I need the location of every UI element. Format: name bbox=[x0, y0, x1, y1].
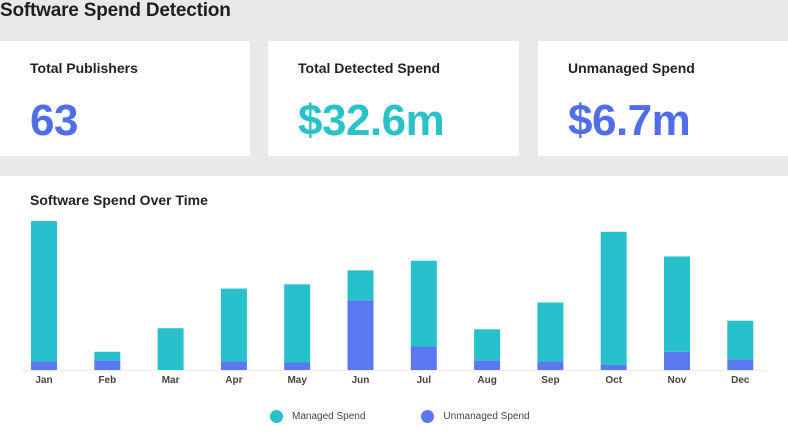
x-tick-label-apr: Apr bbox=[225, 375, 242, 386]
bar-managed-nov[interactable] bbox=[664, 256, 690, 352]
bar-unmanaged-aug[interactable] bbox=[474, 360, 501, 370]
bar-managed-jun[interactable] bbox=[347, 270, 374, 301]
x-tick-label-jul: Jul bbox=[417, 375, 432, 386]
x-tick-label-dec: Dec bbox=[731, 375, 750, 386]
bar-managed-feb[interactable] bbox=[94, 351, 121, 361]
bar-managed-aug[interactable] bbox=[474, 329, 501, 361]
bar-unmanaged-jul[interactable] bbox=[410, 346, 437, 370]
chart-title: Software Spend Over Time bbox=[30, 192, 208, 208]
legend-label-unmanaged: Unmanaged Spend bbox=[443, 411, 530, 422]
bar-managed-oct[interactable] bbox=[600, 231, 627, 365]
stacked-bar-chart: Jan Feb Mar Apr May Jun Jul Aug Sep Oct Nov Dec bbox=[22, 221, 766, 386]
bar-managed-may[interactable] bbox=[284, 284, 311, 363]
legend-item-unmanaged[interactable]: Unmanaged Spend bbox=[421, 410, 530, 423]
legend-label-managed: Managed Spend bbox=[292, 411, 366, 422]
x-tick-label-sep: Sep bbox=[541, 375, 559, 386]
bar-unmanaged-jun[interactable] bbox=[347, 300, 374, 370]
bar-unmanaged-nov[interactable] bbox=[664, 351, 690, 370]
bar-managed-dec[interactable] bbox=[727, 320, 754, 360]
page-title: Software Spend Detection bbox=[0, 0, 231, 21]
kpi-label: Total Publishers bbox=[30, 60, 138, 76]
kpi-card-unmanaged-spend: Unmanaged Spend $6.7m bbox=[538, 41, 788, 156]
bar-unmanaged-jan[interactable] bbox=[31, 361, 57, 370]
chart-legend: Managed Spend Unmanaged Spend bbox=[270, 410, 586, 423]
kpi-value: 63 bbox=[30, 96, 78, 145]
kpi-value: $6.7m bbox=[568, 96, 691, 145]
bar-managed-sep[interactable] bbox=[537, 302, 564, 362]
kpi-label: Unmanaged Spend bbox=[568, 60, 695, 76]
kpi-label: Total Detected Spend bbox=[298, 60, 441, 76]
bar-unmanaged-sep[interactable] bbox=[537, 361, 564, 370]
x-tick-label-mar: Mar bbox=[162, 375, 180, 386]
x-tick-label-may: May bbox=[287, 375, 307, 386]
bar-unmanaged-dec[interactable] bbox=[727, 359, 754, 370]
chart-card: Software Spend Over Time Jan Feb Mar Apr May… bbox=[0, 176, 788, 442]
bar-managed-jan[interactable] bbox=[31, 221, 57, 362]
x-tick-label-aug: Aug bbox=[477, 375, 496, 386]
kpi-card-total-detected-spend: Total Detected Spend $32.6m bbox=[268, 41, 519, 156]
kpi-card-total-publishers: Total Publishers 63 bbox=[0, 41, 250, 156]
bar-unmanaged-feb[interactable] bbox=[94, 360, 121, 370]
legend-swatch-managed bbox=[270, 410, 283, 423]
bar-managed-jul[interactable] bbox=[410, 260, 437, 347]
bar-managed-mar[interactable] bbox=[157, 328, 184, 370]
x-tick-label-nov: Nov bbox=[668, 375, 687, 386]
kpi-value: $32.6m bbox=[298, 96, 445, 145]
x-tick-label-oct: Oct bbox=[605, 375, 622, 386]
bar-unmanaged-apr[interactable] bbox=[220, 361, 247, 370]
bar-unmanaged-may[interactable] bbox=[284, 362, 311, 371]
x-tick-label-feb: Feb bbox=[98, 375, 116, 386]
legend-swatch-unmanaged bbox=[421, 410, 435, 423]
bar-unmanaged-oct[interactable] bbox=[600, 364, 627, 370]
bar-managed-apr[interactable] bbox=[220, 288, 247, 362]
x-tick-label-jan: Jan bbox=[35, 375, 52, 386]
x-tick-label-jun: Jun bbox=[352, 375, 370, 386]
legend-item-managed[interactable]: Managed Spend bbox=[270, 410, 365, 423]
